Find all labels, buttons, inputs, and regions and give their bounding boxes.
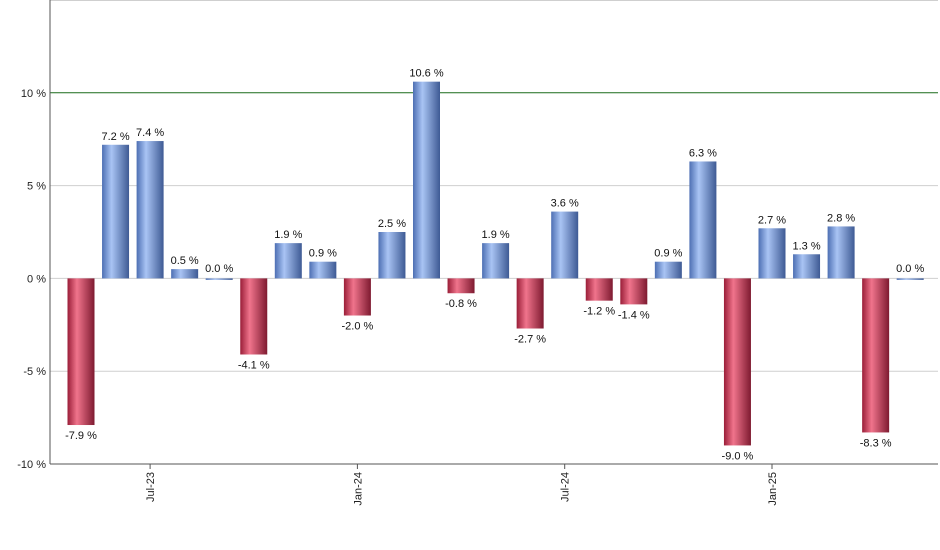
y-tick-label: 5 % [27,181,46,193]
y-tick-label: -10 % [17,459,46,471]
data-label: -2.0 % [342,321,374,333]
data-label: 2.5 % [378,218,406,230]
x-tick-label: Jul-24 [560,472,572,502]
data-label: 0.0 % [896,263,924,275]
data-label: -0.8 % [445,298,477,310]
bar [205,278,233,280]
data-label: 7.4 % [136,127,164,139]
data-label: 0.0 % [205,263,233,275]
axes: 10 % 5 % 0 % -5 % -10 % Jul-23 Jan-24 Jul-24 Jan… [17,0,938,506]
data-label: 6.3 % [689,147,717,159]
bar [723,278,751,446]
y-tick-label: 10 % [21,88,46,100]
bar [136,141,164,279]
data-label: 2.8 % [827,212,855,224]
data-label: 7.2 % [101,131,129,143]
bar [378,232,406,279]
bar [827,226,855,279]
data-label: 1.9 % [274,229,302,241]
data-label: -2.7 % [514,334,546,346]
bar [758,228,786,279]
bar [862,278,890,433]
data-label: 1.3 % [792,240,820,252]
data-label: -7.9 % [65,430,97,442]
data-label: 10.6 % [409,68,443,80]
data-labels: -7.9 % 7.2 % 7.4 % 0.5 % 0.0 % -4.1 % 1.9 % 0.9… [65,68,924,463]
bar [343,278,371,316]
x-tick-label: Jan-24 [352,472,364,506]
bar [896,278,924,280]
data-label: -1.4 % [618,309,650,321]
bar [585,278,613,301]
bar [516,278,544,329]
bar [67,278,95,426]
y-tick-label: -5 % [23,366,46,378]
bar [102,144,130,279]
data-label: -1.2 % [583,306,615,318]
y-tick-label: 0 % [27,273,46,285]
bar [654,261,682,279]
bar [482,243,510,279]
bar [274,243,302,279]
data-label: 0.9 % [654,248,682,260]
data-label: -8.3 % [860,437,892,449]
data-label: 1.9 % [482,229,510,241]
bar [171,269,199,279]
bar [447,278,475,294]
data-label: 3.6 % [551,198,579,210]
bar [620,278,648,305]
bar [240,278,268,355]
data-label: -9.0 % [722,450,754,462]
bar [413,81,440,279]
x-tick-label: Jan-25 [767,472,779,506]
bars [67,81,924,446]
data-label: -4.1 % [238,359,270,371]
bar [309,261,337,279]
data-label: 0.9 % [309,248,337,260]
bar [551,211,579,279]
data-label: 0.5 % [171,255,199,267]
bar [689,161,717,279]
bar [793,254,821,279]
x-tick-label: Jul-23 [145,472,157,502]
data-label: 2.7 % [758,214,786,226]
